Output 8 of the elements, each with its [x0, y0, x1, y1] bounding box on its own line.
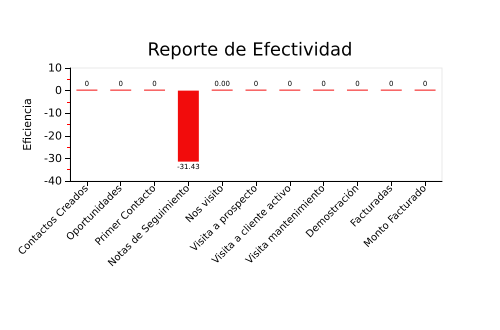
chart-title: Reporte de Efectividad [148, 40, 352, 60]
y-tick-label: -30 [44, 152, 62, 165]
y-tick-label: -20 [44, 129, 62, 142]
y-tick-label: -40 [44, 174, 62, 188]
y-tick-label: 10 [48, 62, 62, 74]
y-axis-title: Eficiencia [21, 98, 34, 151]
y-tick-label: 0 [55, 84, 62, 98]
y-tick-label: -10 [44, 106, 62, 120]
